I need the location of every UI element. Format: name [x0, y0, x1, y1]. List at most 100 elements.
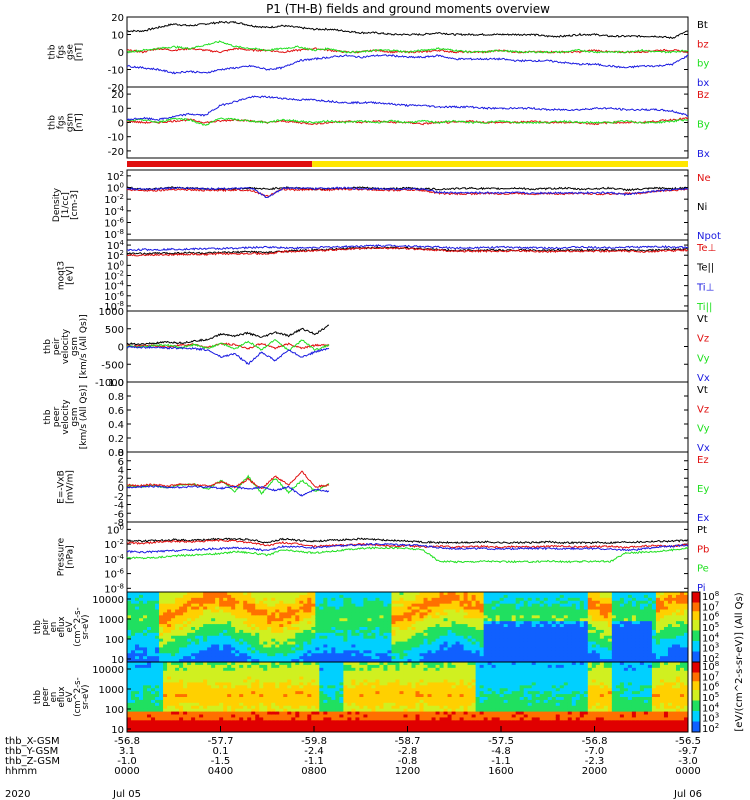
- colorbar-cell: [692, 620, 700, 623]
- spectrogram-cell: [343, 670, 348, 675]
- spectrogram-cell: [143, 650, 148, 654]
- spectrogram-cell: [207, 644, 212, 648]
- spectrogram-cell: [179, 650, 184, 654]
- spectrogram-cell: [267, 664, 272, 669]
- spectrogram-cell: [531, 603, 537, 608]
- spectrogram-cell: [311, 708, 316, 713]
- spectrogram-cell: [235, 609, 240, 613]
- spectrogram-cell: [383, 650, 388, 654]
- spectrogram-cell: [139, 694, 144, 698]
- spectrogram-cell: [487, 650, 493, 654]
- spectrogram-cell: [427, 621, 433, 625]
- spectrogram-cell: [535, 592, 541, 596]
- spectrogram-cell: [299, 673, 304, 678]
- spectrogram-cell: [347, 624, 352, 628]
- spectrogram-cell: [375, 609, 380, 613]
- spectrogram-cell: [531, 592, 537, 596]
- spectrogram-cell: [203, 688, 208, 692]
- spectrogram-cell: [343, 603, 348, 608]
- spectrogram-cell: [131, 629, 136, 634]
- colorbar-cell: [692, 599, 700, 602]
- spectrogram-cell: [407, 635, 413, 640]
- spectrogram-cell: [335, 676, 340, 680]
- spectrogram-cell: [319, 670, 324, 675]
- spectrogram-cell: [391, 659, 396, 663]
- spectrogram-cell: [523, 650, 529, 654]
- spectrogram-cell: [179, 697, 184, 701]
- spectrogram-cell: [579, 644, 585, 648]
- spectrogram-cell: [267, 667, 272, 672]
- spectrogram-cell: [555, 600, 561, 605]
- y-tick-label: 104: [107, 239, 125, 252]
- spectrogram-cell: [207, 676, 212, 680]
- y-axis-label: E=-VxB: [57, 470, 67, 504]
- spectrogram-cell: [159, 656, 164, 660]
- spectrogram-cell: [643, 624, 649, 628]
- spectrogram-cell: [283, 641, 288, 645]
- spectrogram-cell: [527, 618, 533, 622]
- spectrogram-cell: [487, 647, 493, 651]
- spectrogram-cell: [403, 592, 408, 596]
- spectrogram-cell: [231, 685, 236, 689]
- spectrogram-cell: [363, 641, 368, 645]
- spectrogram-cell: [367, 609, 372, 613]
- y-axis-label: gsm: [66, 113, 76, 132]
- spectrogram-cell: [619, 597, 625, 602]
- spectrogram-cell: [363, 653, 368, 657]
- spectrogram-cell: [295, 682, 300, 686]
- spectrogram-cell: [195, 653, 200, 657]
- spectrogram-cell: [431, 621, 437, 625]
- spectrogram-cell: [467, 606, 473, 610]
- spectrogram-cell: [191, 711, 196, 715]
- spectrogram-cell: [287, 632, 292, 637]
- spectrogram-cell: [227, 609, 232, 613]
- spectrogram-cell: [555, 644, 561, 648]
- spectrogram-cell: [459, 650, 465, 654]
- spectrogram-cell: [339, 597, 344, 602]
- spectrogram-cell: [683, 629, 689, 634]
- spectrogram-cell: [243, 659, 248, 663]
- spectrogram-cell: [443, 606, 449, 610]
- spectrogram-cell: [287, 644, 292, 648]
- spectrogram-cell: [367, 615, 372, 619]
- spectrogram-cell: [467, 603, 473, 608]
- spectrogram-cell: [683, 609, 689, 613]
- spectrogram-cell: [611, 650, 617, 654]
- spectrogram-cell: [211, 673, 216, 678]
- spectrogram-cell: [191, 688, 196, 692]
- spectrogram-cell: [603, 659, 609, 663]
- spectrogram-cell: [339, 670, 344, 675]
- spectrogram-cell: [403, 638, 408, 643]
- spectrogram-cell: [163, 624, 168, 628]
- spectrogram-cell: [147, 699, 152, 704]
- spectrogram-cell: [359, 644, 364, 648]
- spectrogram-cell: [443, 644, 449, 648]
- spectrogram-cell: [679, 632, 685, 637]
- spectrogram-cell: [223, 682, 228, 686]
- spectrogram-cell: [671, 621, 677, 625]
- series-Bz: [126, 117, 689, 126]
- spectrogram-cell: [351, 618, 356, 622]
- spectrogram-cell: [591, 609, 597, 613]
- spectrogram-cell: [407, 609, 413, 613]
- spectrogram-cell: [183, 600, 188, 605]
- spectrogram-cell: [279, 670, 284, 675]
- spectrogram-cell: [655, 659, 661, 663]
- spectrogram-cell: [351, 624, 356, 628]
- spectrogram-cell: [539, 647, 545, 651]
- spectrogram-cell: [211, 615, 216, 619]
- spectrogram-cell: [279, 653, 284, 657]
- spectrogram-cell: [623, 644, 629, 648]
- spectrogram-cell: [375, 615, 380, 619]
- spectrogram-cell: [623, 600, 629, 605]
- spectrogram-cell: [583, 624, 589, 628]
- spectrogram-cell: [219, 673, 224, 678]
- spectrogram-cell: [267, 632, 272, 637]
- colorbar-cell: [692, 648, 700, 651]
- spectrogram-cell: [639, 641, 645, 645]
- spectrogram-cell: [247, 726, 252, 730]
- spectrogram-cell: [299, 691, 304, 695]
- spectrogram-cell: [495, 629, 501, 634]
- spectrogram-cell: [271, 685, 276, 689]
